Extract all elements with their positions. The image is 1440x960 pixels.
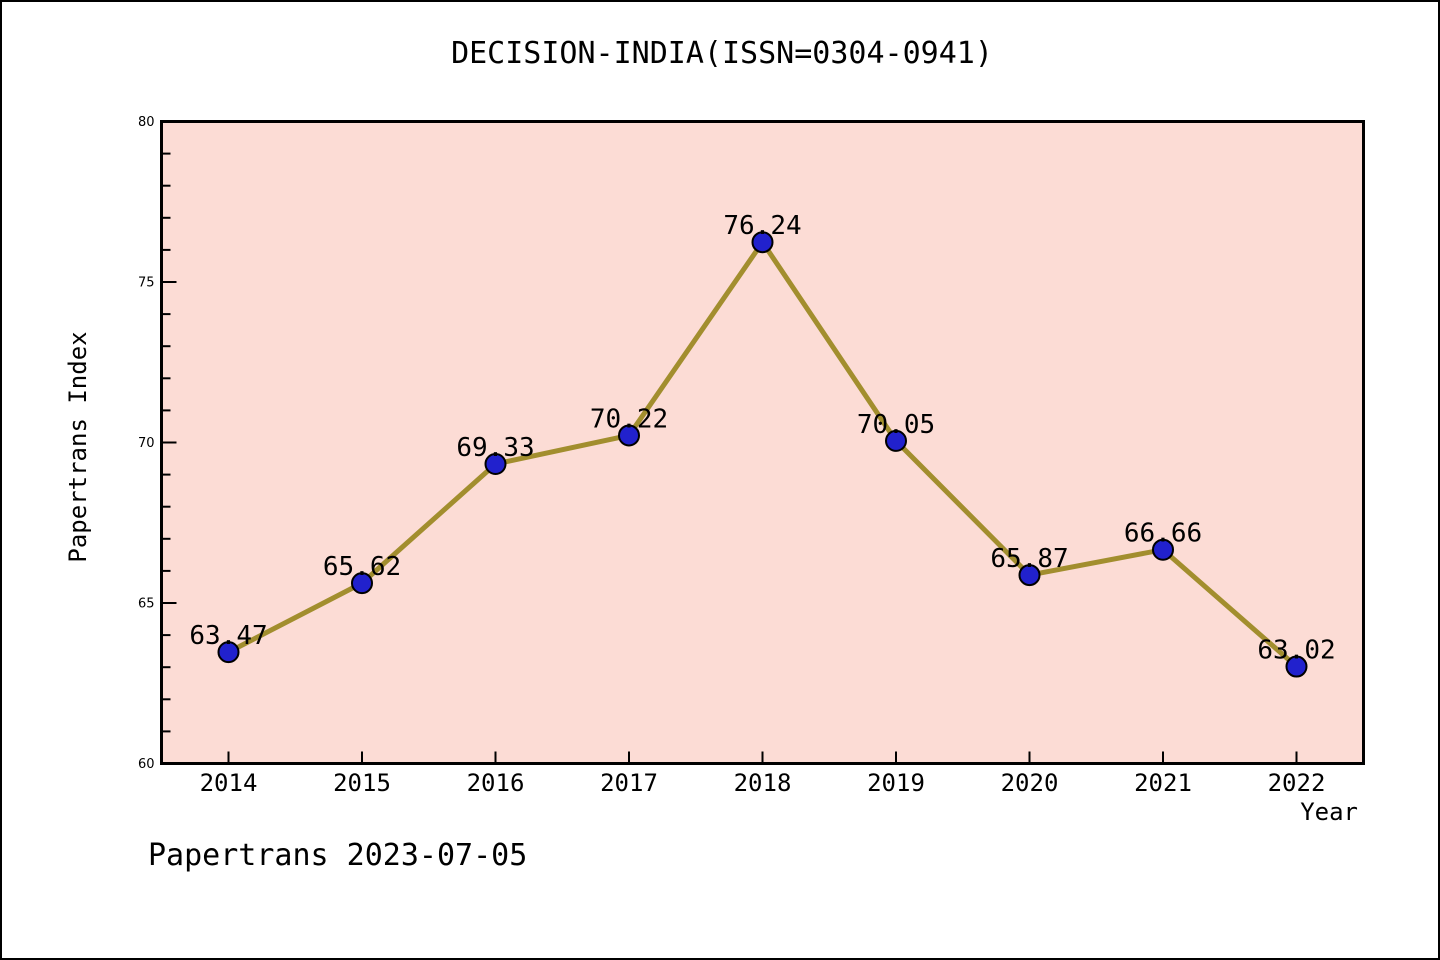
x-tick-label: 2022 — [1268, 769, 1326, 797]
data-point-label: 65.87 — [990, 544, 1068, 574]
y-tick-label: 75 — [138, 276, 155, 291]
data-point — [1018, 564, 1041, 587]
x-tick-label: 2015 — [333, 769, 391, 797]
y-tick-label: 65 — [138, 597, 155, 612]
x-tick-label: 2016 — [467, 769, 525, 797]
data-point — [751, 231, 774, 254]
data-point-label: 70.05 — [857, 410, 935, 440]
data-point — [351, 572, 373, 595]
footer-watermark: Papertrans 2023-07-05 — [148, 838, 528, 873]
data-point-label: 76.24 — [723, 211, 801, 241]
chart-title: DECISION-INDIA(ISSN=0304-0941) — [451, 36, 993, 71]
x-tick-label: 2019 — [867, 769, 925, 797]
data-point-label: 66.66 — [1124, 519, 1202, 549]
y-tick-label: 80 — [138, 115, 155, 130]
y-axis-label: Papertrans Index — [64, 331, 92, 563]
x-tick-label: 2017 — [600, 769, 658, 797]
x-tick-label: 2014 — [200, 769, 258, 797]
y-tick-label: 60 — [138, 757, 155, 772]
data-point-label: 63.47 — [189, 621, 267, 651]
plot-area — [160, 120, 1365, 765]
data-point-label: 69.33 — [456, 433, 534, 463]
x-tick-label: 2020 — [1001, 769, 1059, 797]
data-point — [885, 429, 907, 452]
data-point — [484, 453, 507, 476]
data-point — [217, 641, 240, 664]
data-point — [1152, 538, 1174, 561]
x-tick-label: 2018 — [734, 769, 792, 797]
data-point-label: 63.02 — [1257, 636, 1335, 666]
data-point-label: 70.22 — [590, 404, 668, 434]
data-point — [1285, 655, 1308, 678]
x-axis-label: Year — [1300, 798, 1358, 826]
y-tick-label: 70 — [138, 436, 155, 451]
data-point — [618, 424, 640, 447]
x-tick-label: 2021 — [1134, 769, 1192, 797]
data-point-label: 65.62 — [323, 552, 401, 582]
